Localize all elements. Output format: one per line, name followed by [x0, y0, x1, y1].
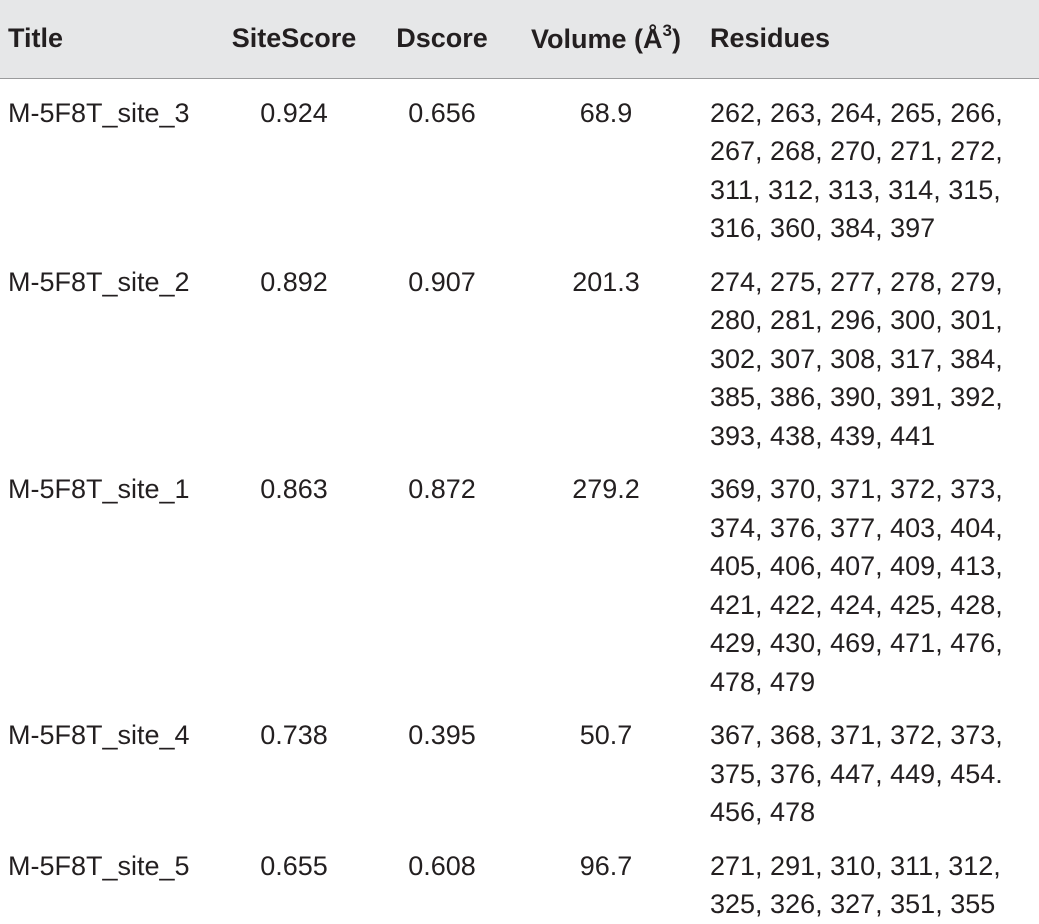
- header-sitescore: SiteScore: [215, 0, 373, 79]
- header-title: Title: [0, 0, 215, 79]
- header-volume-close: ): [671, 23, 681, 54]
- cell-title: M-5F8T_site_5: [8, 850, 190, 881]
- cell-title: M-5F8T_site_1: [8, 474, 190, 504]
- table-row: M-5F8T_site_5 0.655 0.608 96.7 271, 291,…: [0, 832, 1039, 924]
- cell-volume: 96.7: [579, 850, 633, 881]
- table-body: M-5F8T_site_3 0.924 0.656 68.9 262, 263,…: [0, 78, 1039, 924]
- table-row: M-5F8T_site_4 0.738 0.395 50.7 367, 368,…: [0, 701, 1039, 832]
- header-residues: Residues: [701, 0, 1039, 79]
- cell-sitescore: 0.863: [260, 474, 328, 504]
- cell-sitescore: 0.924: [260, 97, 328, 128]
- header-volume: Volume (Å3): [511, 0, 701, 79]
- cell-sitescore: 0.892: [260, 266, 328, 297]
- table-row: M-5F8T_site_1 0.863 0.872 279.2 369, 370…: [0, 455, 1039, 701]
- cell-dscore: 0.608: [408, 850, 476, 881]
- header-volume-label: Volume (Å: [531, 23, 663, 54]
- cell-dscore: 0.656: [408, 97, 476, 128]
- cell-volume: 201.3: [572, 266, 640, 297]
- header-dscore: Dscore: [373, 0, 511, 79]
- cell-dscore: 0.907: [408, 266, 476, 297]
- cell-residues: 369, 370, 371, 372, 373, 374, 376, 377, …: [710, 474, 1003, 697]
- header-volume-superscript: 3: [662, 20, 672, 40]
- cell-dscore: 0.872: [408, 474, 476, 504]
- cell-volume: 279.2: [572, 474, 640, 504]
- cell-sitescore: 0.738: [260, 720, 328, 750]
- cell-title: M-5F8T_site_2: [8, 266, 190, 297]
- cell-title: M-5F8T_site_4: [8, 720, 190, 750]
- cell-volume: 50.7: [579, 720, 633, 750]
- cell-volume: 68.9: [579, 97, 633, 128]
- cell-residues: 271, 291, 310, 311, 312, 325, 326, 327, …: [710, 850, 1001, 920]
- cell-dscore: 0.395: [408, 720, 476, 750]
- cell-residues: 262, 263, 264, 265, 266, 267, 268, 270, …: [710, 97, 1003, 244]
- header-row: Title SiteScore Dscore Volume (Å3) Resid…: [0, 0, 1039, 79]
- cell-residues: 274, 275, 277, 278, 279, 280, 281, 296, …: [710, 266, 1003, 451]
- cell-sitescore: 0.655: [260, 850, 328, 881]
- cell-residues: 367, 368, 371, 372, 373, 375, 376, 447, …: [710, 720, 1003, 827]
- table-row: M-5F8T_site_3 0.924 0.656 68.9 262, 263,…: [0, 78, 1039, 248]
- cell-title: M-5F8T_site_3: [8, 97, 190, 128]
- table-row: M-5F8T_site_2 0.892 0.907 201.3 274, 275…: [0, 248, 1039, 456]
- table-header: Title SiteScore Dscore Volume (Å3) Resid…: [0, 0, 1039, 79]
